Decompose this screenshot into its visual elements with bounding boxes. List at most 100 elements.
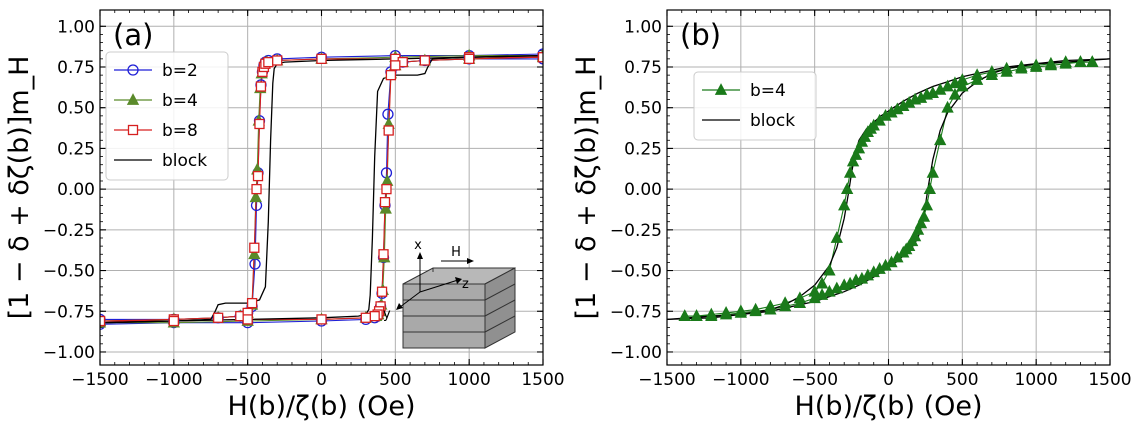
data-point-b=4 [1044,58,1058,71]
panel-a-frame [99,9,544,366]
panel-b-chart: −1500 −1000 −500 0 500 1000 1500 −1.00 −0.75 −0.5… [571,9,1132,422]
data-point-b=4 [793,296,807,309]
data-point-b=8 [390,60,401,71]
data-point-b=4 [920,198,934,211]
y-tick-label: 1.00 [57,17,95,37]
y-tick-label: 0.50 [624,99,662,119]
y-tick-label: −0.25 [43,221,95,241]
y-tick-label: 0.00 [624,180,662,200]
inset-x-label: x [414,238,422,253]
y-tick-label: −0.25 [610,221,662,241]
legend-label: b=8 [162,121,198,141]
data-point-b=8 [212,312,224,323]
x-tick-label: 0 [883,370,894,390]
inset-z-label: z [462,277,469,292]
data-point-b=4 [849,273,863,286]
y-tick-label: −0.50 [610,262,662,282]
y-tick-label: 0.25 [624,139,662,159]
data-point-b=4 [852,141,866,154]
x-tick-label: −500 [791,370,838,390]
data-point-b=4 [843,165,857,178]
data-point-b=4 [956,79,969,92]
y-tick-label: 1.00 [624,17,662,37]
x-tick-label: 500 [379,370,411,390]
data-point-b=8 [316,314,327,325]
data-point-b=8 [100,315,106,327]
data-point-b=8 [381,183,392,195]
panel-b-label: (b) [680,18,721,52]
data-point-b=4 [1059,56,1072,69]
data-point-b=4 [867,265,880,278]
data-point-b=8 [464,53,475,65]
panel-b-frame [666,9,1111,366]
x-tick-label: 1500 [1088,370,1131,390]
data-point-b=4 [846,154,860,167]
panel-a-legend: b=2 b=4 b=8 block [105,51,229,181]
data-point-b=4 [923,182,937,195]
data-point-b=4 [1030,60,1043,72]
legend-label: b=4 [162,91,198,111]
data-point-b=4 [926,165,939,178]
data-point-b=4 [823,284,836,297]
data-point-b=4 [815,276,829,289]
legend-label: b=2 [162,61,198,81]
data-point-b=8 [252,170,264,182]
data-point-b=4 [861,268,874,281]
data-point-b=8 [255,81,267,92]
y-tick-label: −1.00 [610,343,662,363]
panel-a-ylabel: [1 − δ + δζ(b)]m_H [4,56,35,320]
data-point-b=8 [263,56,274,68]
data-point-b=4 [1015,61,1028,74]
y-tick-label: −1.00 [43,343,95,363]
data-point-b=8 [379,197,391,208]
data-point-b=8 [249,242,260,253]
data-point-b=8 [378,249,389,260]
data-point-b=8 [251,183,262,195]
data-point-b=4 [934,133,947,146]
data-point-b=8 [168,315,179,327]
legend-marker [127,124,139,136]
inset-z-axis [419,279,459,293]
data-point-b=8 [254,118,265,130]
data-point-b=4 [249,190,262,203]
data-point-b=4 [778,299,792,312]
data-point-b=8 [360,312,371,323]
slab-stack-inset: x z y H [383,238,516,349]
data-point-b=4 [838,198,851,211]
data-point-b=8 [383,125,394,136]
y-tick-label: −0.75 [43,302,95,322]
data-point-b=4 [690,309,703,322]
data-point-b=8 [419,55,431,66]
legend-label: block [750,111,795,131]
panel-a-chart: −1500 −1000 −500 0 500 1000 1500 −1.00 −0.75 −0.5… [4,9,565,422]
data-point-b=4 [948,87,962,100]
x-tick-label: −500 [224,370,271,390]
data-point-b=4 [248,247,261,260]
x-tick-label: −1000 [712,370,770,390]
data-point-b=8 [272,55,283,66]
y-tick-label: 0.75 [57,58,95,78]
data-point-b=4 [764,302,777,315]
data-point-b=4 [1000,65,1013,77]
x-tick-label: 1000 [1015,370,1058,390]
data-point-b=4 [678,309,691,322]
inset-y-axis [399,291,421,308]
legend-marker [126,93,140,105]
data-point-b=8 [385,69,397,81]
data-point-b=4 [897,245,910,258]
data-point-b=4 [705,309,718,322]
panel-b-xlabel: H(b)/ζ(b) (Oe) [794,391,982,422]
x-tick-label: 500 [946,370,978,390]
inset-field-label: H [451,245,461,260]
data-point-b=4 [941,100,954,113]
inset-y-label: y [383,307,391,322]
data-point-b=4 [1074,55,1087,68]
data-point-b=4 [719,307,733,320]
legend-box [693,71,817,141]
x-tick-label: 1000 [448,370,491,390]
y-tick-label: −0.50 [43,262,95,282]
data-point-b=4 [830,231,843,243]
y-tick-label: 0.00 [57,180,95,200]
panel-b-ylabel: [1 − δ + δζ(b)]m_H [571,56,602,320]
legend-marker [714,83,728,95]
